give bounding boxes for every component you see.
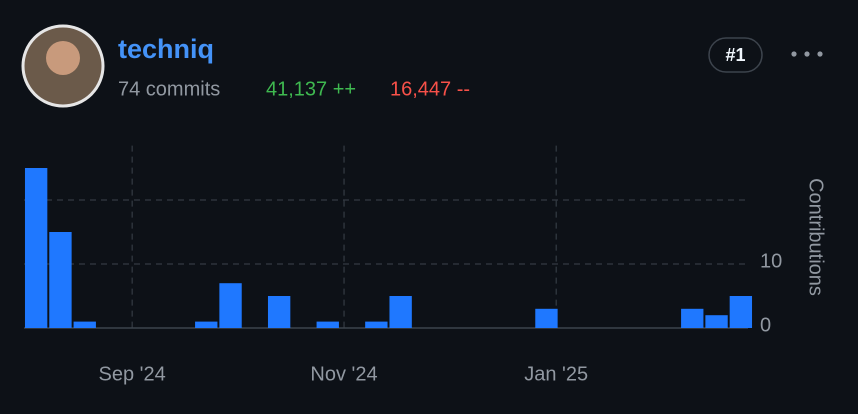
bar (389, 296, 412, 328)
bar (49, 232, 72, 328)
username[interactable]: techniq (118, 34, 214, 64)
bar (316, 321, 339, 328)
rank: #1 (725, 45, 745, 65)
x-tick-label: Sep '24 (99, 363, 166, 385)
bar (729, 296, 753, 328)
bar (195, 321, 218, 328)
commit-count[interactable]: 74 commits (118, 78, 220, 100)
additions: 41,137 ++ (266, 78, 356, 100)
more-menu[interactable] (791, 51, 823, 57)
bar (365, 321, 388, 328)
bar (681, 308, 704, 328)
bar (267, 296, 291, 328)
y-tick-label: 10 (760, 250, 782, 272)
bar (24, 168, 48, 328)
y-tick-label: 0 (760, 314, 771, 336)
avatar-face (46, 41, 80, 75)
rank-badge (708, 37, 763, 73)
bar (219, 283, 242, 328)
bar (705, 315, 728, 328)
bar (73, 321, 96, 328)
deletions: 16,447 -- (390, 78, 470, 100)
bar (535, 308, 558, 328)
x-tick-label: Jan '25 (524, 363, 588, 385)
y-axis-label: Contributions (805, 178, 827, 296)
x-tick-label: Nov '24 (310, 363, 377, 385)
